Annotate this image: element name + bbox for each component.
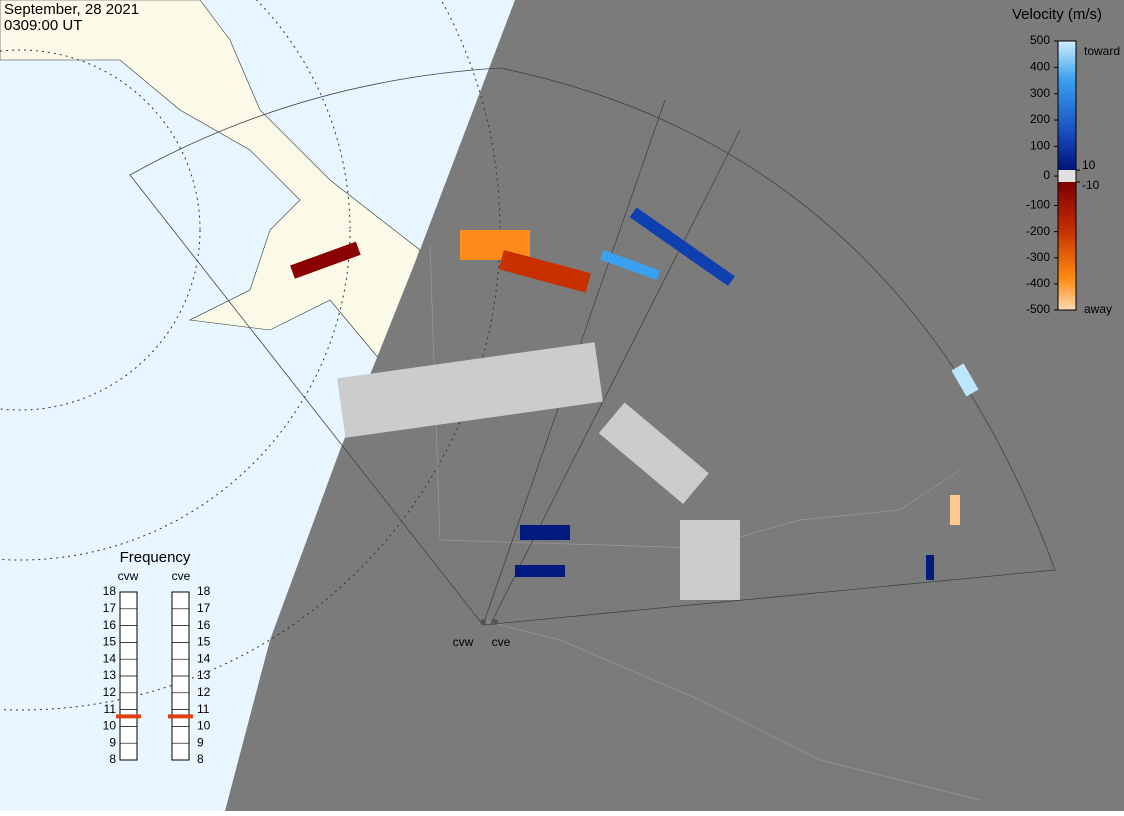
frequency-label: 13 — [103, 668, 117, 682]
colorbar-label: -10 — [1082, 178, 1100, 192]
scale-title: Velocity (m/s) — [1012, 6, 1102, 23]
frequency-label: 11 — [197, 702, 210, 716]
colorbar-negative — [1058, 182, 1076, 310]
frequency-label: 12 — [103, 685, 117, 699]
time: 0309:00 UT — [4, 17, 82, 34]
frequency-label: 9 — [197, 735, 204, 749]
frequency-label: 13 — [197, 668, 211, 682]
radar-label: cve — [492, 635, 511, 649]
frequency-label: 11 — [104, 702, 117, 716]
night-side — [225, 0, 1124, 811]
frequency-label: 12 — [197, 685, 211, 699]
colorbar-label: 300 — [1030, 86, 1050, 100]
colorbar-zero — [1058, 170, 1076, 182]
date: September, 28 2021 — [4, 1, 139, 18]
frequency-label: 17 — [197, 601, 211, 615]
borders — [429, 244, 981, 801]
frequency-label: 8 — [197, 752, 204, 766]
frequency-label: 9 — [109, 735, 116, 749]
radar-site — [480, 619, 486, 625]
frequency-label: 14 — [197, 651, 211, 665]
colorbar-label: -300 — [1026, 250, 1050, 264]
colorbar-positive — [1058, 41, 1076, 170]
frequency-label: 17 — [103, 601, 117, 615]
toward-label: toward — [1084, 44, 1120, 58]
frequency-label: 10 — [103, 719, 117, 733]
colorbar-label: 100 — [1030, 138, 1050, 152]
colorbar-label: -500 — [1026, 302, 1050, 316]
colorbar-label: -200 — [1026, 224, 1050, 238]
frequency-label: 10 — [197, 719, 211, 733]
away-label: away — [1084, 302, 1112, 316]
frequency-label: 18 — [197, 584, 211, 598]
colorbar-label: -400 — [1026, 276, 1050, 290]
frequency-label: 8 — [109, 752, 116, 766]
radar-label: cvw — [453, 635, 474, 649]
colorbar-label: 200 — [1030, 112, 1050, 126]
radar-site — [492, 619, 498, 625]
radar-name: cve — [172, 569, 191, 583]
backscatter — [290, 207, 979, 600]
frequency-label: 18 — [103, 584, 117, 598]
radar-name: cvw — [118, 569, 139, 583]
colorbar-label: 500 — [1030, 33, 1050, 47]
colorbar-label: -100 — [1026, 198, 1050, 212]
frequency-label: 15 — [197, 635, 211, 649]
colorbar-label: 10 — [1082, 158, 1096, 172]
frequency-title: Frequency — [120, 549, 191, 566]
colorbar-label: 0 — [1043, 168, 1050, 182]
frequency-label: 14 — [103, 651, 117, 665]
frequency-label: 16 — [197, 618, 211, 632]
frequency-label: 16 — [103, 618, 117, 632]
colorbar-label: 400 — [1030, 59, 1050, 73]
frequency-label: 15 — [103, 635, 117, 649]
